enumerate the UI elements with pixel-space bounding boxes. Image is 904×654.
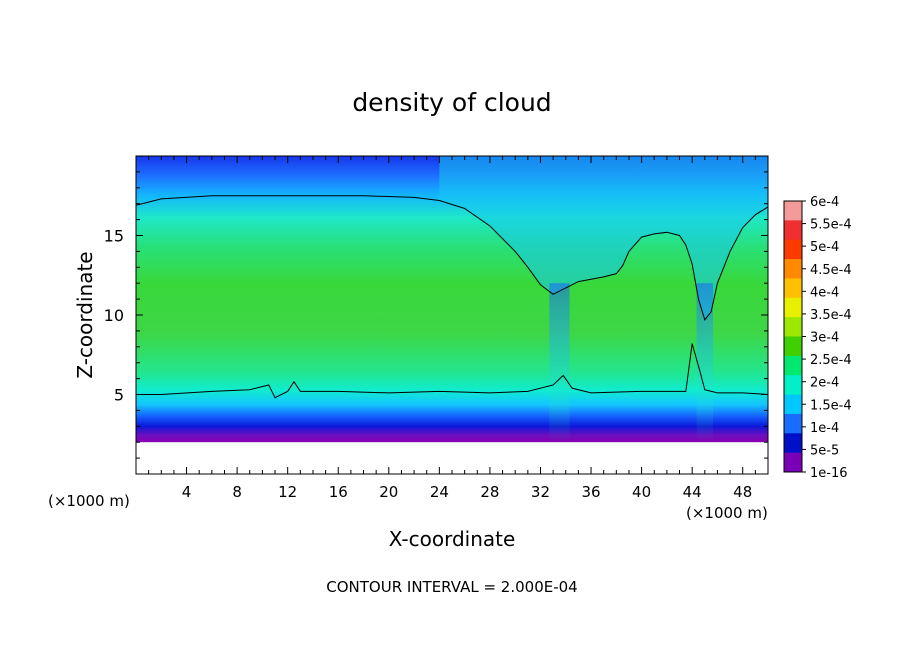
x-tick-label: 20 bbox=[379, 483, 398, 501]
x-axis-label: X-coordinate bbox=[389, 527, 516, 551]
downdraft-streak-1 bbox=[696, 283, 714, 443]
x-tick-label: 28 bbox=[480, 483, 499, 501]
x-axis-ticks: 4 8 12 16 20 24 28 32 36 40 44 48 bbox=[148, 156, 756, 501]
x-tick-label: 48 bbox=[733, 483, 752, 501]
colorbar-label: 1e-16 bbox=[810, 466, 848, 481]
plot-area bbox=[136, 156, 768, 474]
x-tick-label: 24 bbox=[430, 483, 449, 501]
field-overlays bbox=[388, 156, 768, 443]
x-tick-label: 16 bbox=[329, 483, 348, 501]
colorbar-label: 5.5e-4 bbox=[810, 218, 852, 233]
contour-interval-note: CONTOUR INTERVAL = 2.000E-04 bbox=[326, 578, 577, 596]
colorbar-label: 1e-4 bbox=[810, 421, 839, 436]
x-tick-label: 40 bbox=[632, 483, 651, 501]
y-tick-label: 10 bbox=[104, 306, 124, 325]
colorbar-label: 2e-4 bbox=[810, 376, 839, 391]
colorbar-swatch bbox=[784, 278, 802, 299]
colorbar-swatch bbox=[784, 220, 802, 241]
colorbar-swatch bbox=[784, 433, 802, 454]
colorbar-label: 5e-4 bbox=[810, 240, 839, 255]
x-tick-label: 36 bbox=[581, 483, 600, 501]
colorbar-label: 3.5e-4 bbox=[810, 308, 852, 323]
colorbar-label: 3e-4 bbox=[810, 331, 839, 346]
colorbar-swatch bbox=[784, 259, 802, 279]
x-unit-left: (×1000 m) bbox=[48, 492, 130, 510]
contour-2e-4-lower bbox=[136, 343, 768, 399]
colorbar-label: 6e-4 bbox=[810, 195, 839, 210]
x-unit-right: (×1000 m) bbox=[686, 504, 768, 522]
colorbar-label: 4e-4 bbox=[810, 285, 839, 300]
y-tick-label: 5 bbox=[114, 386, 124, 405]
colorbar-swatch bbox=[784, 355, 802, 376]
colorbar-label: 5e-5 bbox=[810, 443, 839, 458]
colorbar-swatch bbox=[784, 201, 802, 221]
y-axis-ticks: 5 10 15 bbox=[104, 171, 768, 459]
colorbar: 6e-4 5.5e-4 5e-4 4.5e-4 4e-4 3.5e-4 3e-4 2.5e-4… bbox=[783, 195, 852, 481]
colorbar-swatch bbox=[784, 336, 802, 357]
colorbar-label: 1.5e-4 bbox=[810, 398, 852, 413]
x-tick-label: 44 bbox=[683, 483, 702, 501]
colorbar-label: 2.5e-4 bbox=[810, 353, 852, 368]
x-tick-label: 8 bbox=[232, 483, 242, 501]
x-tick-label: 32 bbox=[531, 483, 550, 501]
colorbar-swatch bbox=[784, 375, 802, 395]
colorbar-swatch bbox=[784, 413, 802, 434]
upper-right-thin-region bbox=[439, 156, 768, 320]
contour-2e-4-upper bbox=[136, 195, 768, 321]
y-axis-label: Z-coordinate bbox=[73, 251, 97, 378]
chart-title: density of cloud bbox=[352, 88, 551, 117]
colorbar-swatch bbox=[784, 394, 802, 415]
colorbar-swatch bbox=[784, 317, 802, 337]
colorbar-swatch bbox=[784, 239, 802, 260]
y-tick-label: 15 bbox=[104, 227, 124, 246]
x-tick-label: 12 bbox=[278, 483, 297, 501]
colorbar-swatch bbox=[784, 452, 802, 473]
colorbar-label: 4.5e-4 bbox=[810, 263, 852, 278]
downdraft-streak-2 bbox=[549, 283, 570, 443]
x-tick-label: 4 bbox=[182, 483, 192, 501]
colorbar-swatch bbox=[784, 297, 802, 318]
